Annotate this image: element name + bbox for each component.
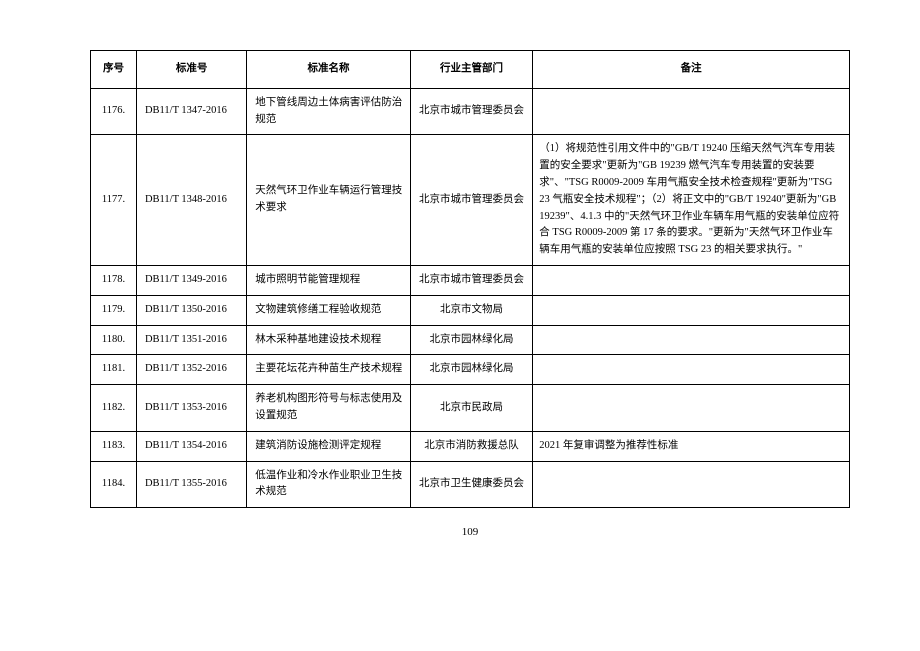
- cell-seq: 1184.: [91, 461, 137, 508]
- cell-name: 天然气环卫作业车辆运行管理技术要求: [247, 135, 410, 266]
- cell-remark: [533, 325, 850, 355]
- cell-seq: 1178.: [91, 265, 137, 295]
- cell-name: 林木采种基地建设技术规程: [247, 325, 410, 355]
- cell-dept: 北京市城市管理委员会: [410, 88, 533, 135]
- cell-std: DB11/T 1353-2016: [136, 385, 246, 432]
- table-row: 1181. DB11/T 1352-2016 主要花坛花卉种苗生产技术规程 北京…: [91, 355, 850, 385]
- table-row: 1176. DB11/T 1347-2016 地下管线周边土体病害评估防治规范 …: [91, 88, 850, 135]
- cell-remark: [533, 265, 850, 295]
- cell-dept: 北京市园林绿化局: [410, 355, 533, 385]
- header-name: 标准名称: [247, 51, 410, 89]
- cell-std: DB11/T 1348-2016: [136, 135, 246, 266]
- cell-std: DB11/T 1354-2016: [136, 431, 246, 461]
- cell-remark: （1）将规范性引用文件中的"GB/T 19240 压缩天然气汽车专用装置的安全要…: [533, 135, 850, 266]
- header-dept: 行业主管部门: [410, 51, 533, 89]
- cell-std: DB11/T 1350-2016: [136, 295, 246, 325]
- header-seq: 序号: [91, 51, 137, 89]
- cell-seq: 1176.: [91, 88, 137, 135]
- cell-remark: [533, 461, 850, 508]
- cell-name: 建筑消防设施检测评定规程: [247, 431, 410, 461]
- cell-dept: 北京市文物局: [410, 295, 533, 325]
- cell-name: 文物建筑修缮工程验收规范: [247, 295, 410, 325]
- cell-dept: 北京市民政局: [410, 385, 533, 432]
- table-row: 1184. DB11/T 1355-2016 低温作业和冷水作业职业卫生技术规范…: [91, 461, 850, 508]
- cell-remark: [533, 295, 850, 325]
- header-remark: 备注: [533, 51, 850, 89]
- cell-std: DB11/T 1349-2016: [136, 265, 246, 295]
- cell-remark: [533, 88, 850, 135]
- cell-name: 地下管线周边土体病害评估防治规范: [247, 88, 410, 135]
- cell-dept: 北京市卫生健康委员会: [410, 461, 533, 508]
- cell-remark: [533, 385, 850, 432]
- cell-remark: [533, 355, 850, 385]
- standards-table: 序号 标准号 标准名称 行业主管部门 备注 1176. DB11/T 1347-…: [90, 50, 850, 508]
- cell-dept: 北京市城市管理委员会: [410, 135, 533, 266]
- cell-std: DB11/T 1352-2016: [136, 355, 246, 385]
- table-row: 1179. DB11/T 1350-2016 文物建筑修缮工程验收规范 北京市文…: [91, 295, 850, 325]
- page-container: 序号 标准号 标准名称 行业主管部门 备注 1176. DB11/T 1347-…: [0, 0, 920, 568]
- cell-std: DB11/T 1351-2016: [136, 325, 246, 355]
- cell-dept: 北京市城市管理委员会: [410, 265, 533, 295]
- cell-seq: 1180.: [91, 325, 137, 355]
- table-row: 1177. DB11/T 1348-2016 天然气环卫作业车辆运行管理技术要求…: [91, 135, 850, 266]
- cell-seq: 1181.: [91, 355, 137, 385]
- cell-name: 主要花坛花卉种苗生产技术规程: [247, 355, 410, 385]
- cell-seq: 1182.: [91, 385, 137, 432]
- header-std: 标准号: [136, 51, 246, 89]
- cell-std: DB11/T 1355-2016: [136, 461, 246, 508]
- table-body: 1176. DB11/T 1347-2016 地下管线周边土体病害评估防治规范 …: [91, 88, 850, 507]
- cell-seq: 1183.: [91, 431, 137, 461]
- page-number: 109: [90, 526, 850, 538]
- table-header-row: 序号 标准号 标准名称 行业主管部门 备注: [91, 51, 850, 89]
- cell-dept: 北京市消防救援总队: [410, 431, 533, 461]
- cell-name: 养老机构图形符号与标志使用及设置规范: [247, 385, 410, 432]
- cell-dept: 北京市园林绿化局: [410, 325, 533, 355]
- cell-remark: 2021 年复审调整为推荐性标准: [533, 431, 850, 461]
- cell-name: 低温作业和冷水作业职业卫生技术规范: [247, 461, 410, 508]
- cell-std: DB11/T 1347-2016: [136, 88, 246, 135]
- table-row: 1180. DB11/T 1351-2016 林木采种基地建设技术规程 北京市园…: [91, 325, 850, 355]
- cell-seq: 1177.: [91, 135, 137, 266]
- cell-seq: 1179.: [91, 295, 137, 325]
- table-row: 1182. DB11/T 1353-2016 养老机构图形符号与标志使用及设置规…: [91, 385, 850, 432]
- table-row: 1178. DB11/T 1349-2016 城市照明节能管理规程 北京市城市管…: [91, 265, 850, 295]
- cell-name: 城市照明节能管理规程: [247, 265, 410, 295]
- table-row: 1183. DB11/T 1354-2016 建筑消防设施检测评定规程 北京市消…: [91, 431, 850, 461]
